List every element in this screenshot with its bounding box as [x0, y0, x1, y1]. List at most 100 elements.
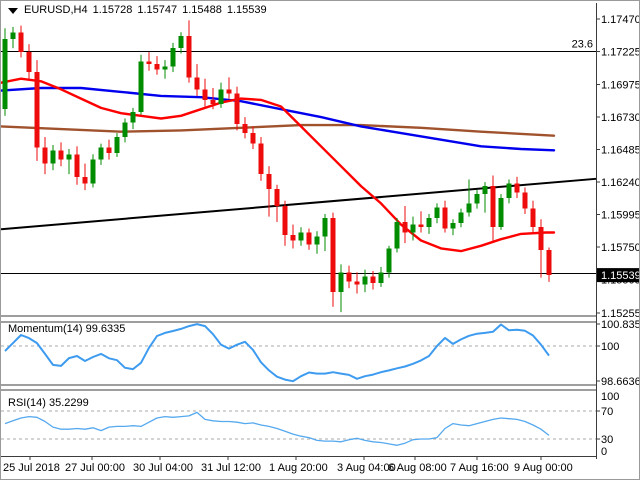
price-axis-label: 1.17470 — [601, 14, 640, 26]
candle-body — [242, 123, 248, 134]
ma-slow-brown-line — [1, 123, 556, 137]
candle-body — [58, 150, 64, 160]
time-axis-label: 25 Jul 2018 — [3, 462, 60, 474]
candle-body — [482, 186, 488, 195]
candle-body — [2, 38, 8, 110]
candle-body — [162, 66, 168, 70]
candle-body — [18, 32, 24, 53]
candle-body — [26, 52, 32, 73]
candle-body — [346, 272, 352, 282]
current-price-tag — [597, 268, 639, 283]
candle-wick — [68, 148, 70, 175]
candles-series — [2, 20, 552, 313]
candle-body — [66, 154, 72, 160]
candle-body — [418, 224, 424, 228]
candle-body — [298, 232, 304, 241]
candle-body — [274, 188, 280, 207]
candle-body — [234, 93, 240, 124]
close-value: 1.15539 — [226, 4, 267, 16]
time-axis-label: 31 Jul 12:00 — [201, 462, 261, 474]
candle-body — [106, 147, 112, 153]
fib-level-label: 23.6 — [572, 38, 593, 50]
candle-body — [386, 248, 392, 273]
momentum-axis-label: 98.6636 — [601, 376, 640, 388]
candle-body — [306, 232, 312, 245]
open-value: 1.15728 — [92, 4, 133, 16]
candle-body — [434, 207, 440, 218]
symbol-period-label: EURUSD,H4 — [24, 4, 88, 16]
candle-body — [178, 36, 184, 49]
candle-body — [82, 176, 88, 184]
candle-body — [322, 217, 328, 237]
candle-body — [402, 221, 408, 233]
candle-body — [98, 147, 104, 160]
candle-body — [330, 217, 336, 293]
ma-fast-red-line — [1, 77, 556, 253]
candle-body — [338, 272, 344, 293]
candle-body — [130, 111, 136, 123]
candle-body — [122, 122, 128, 138]
candle-body — [490, 186, 496, 228]
candle-body — [266, 174, 272, 189]
candle-body — [362, 276, 368, 285]
candle-body — [498, 198, 504, 228]
candle-body — [466, 203, 472, 213]
candle-body — [410, 224, 416, 233]
candle-body — [194, 77, 200, 90]
momentum-axis-label: 100.8355 — [601, 319, 640, 331]
candle-body — [258, 143, 264, 175]
candle-body — [282, 206, 288, 236]
symbol-dropdown-arrow-icon[interactable] — [8, 7, 18, 14]
candle-body — [426, 217, 432, 228]
candle-body — [34, 72, 40, 148]
candle-body — [394, 221, 400, 249]
low-value: 1.15488 — [182, 4, 222, 16]
candle-body — [90, 159, 96, 184]
candle-body — [506, 183, 512, 199]
high-value: 1.15747 — [137, 4, 178, 16]
candle-body — [170, 48, 176, 67]
rsi-axis-label: 30 — [601, 434, 613, 446]
candle-wick — [484, 182, 486, 213]
candle-wick — [268, 166, 270, 217]
candle-body — [370, 276, 376, 283]
candle-body — [10, 32, 16, 39]
price-axis-label: 1.15995 — [601, 210, 640, 222]
price-axis-label: 1.16240 — [601, 177, 640, 189]
candle-body — [538, 227, 544, 250]
rsi-axis-label: 0 — [601, 446, 607, 458]
price-axis-label: 1.16975 — [601, 80, 640, 92]
candle-body — [458, 212, 464, 224]
candle-body — [474, 194, 480, 204]
candle-body — [42, 147, 48, 164]
time-axis-label: 6 Aug 08:00 — [388, 462, 447, 474]
candle-body — [546, 250, 552, 276]
candle-body — [50, 150, 56, 164]
price-axis-label: 1.16485 — [601, 145, 640, 157]
candle-body — [154, 64, 160, 70]
candle-body — [114, 137, 120, 153]
time-axis-label: 27 Jul 00:00 — [65, 462, 125, 474]
candle-body — [202, 89, 208, 100]
candle-body — [354, 281, 360, 285]
candle-wick — [468, 179, 470, 217]
trendline — [1, 177, 597, 231]
candle-body — [210, 99, 216, 104]
time-axis-label: 30 Jul 04:00 — [133, 462, 193, 474]
candle-body — [146, 61, 152, 65]
candle-wick — [420, 211, 422, 233]
candle-body — [226, 89, 232, 94]
candle-wick — [148, 52, 150, 71]
candle-body — [522, 192, 528, 209]
current-price-tag-label: 1.15539 — [601, 270, 640, 282]
rsi-line — [4, 411, 550, 446]
candle-body — [378, 272, 384, 283]
momentum-indicator-label: Momentum(14) 99.6335 — [8, 323, 126, 335]
candle-body — [314, 236, 320, 245]
candle-body — [138, 61, 144, 112]
candle-body — [218, 89, 224, 104]
time-axis-label: 9 Aug 00:00 — [514, 462, 573, 474]
